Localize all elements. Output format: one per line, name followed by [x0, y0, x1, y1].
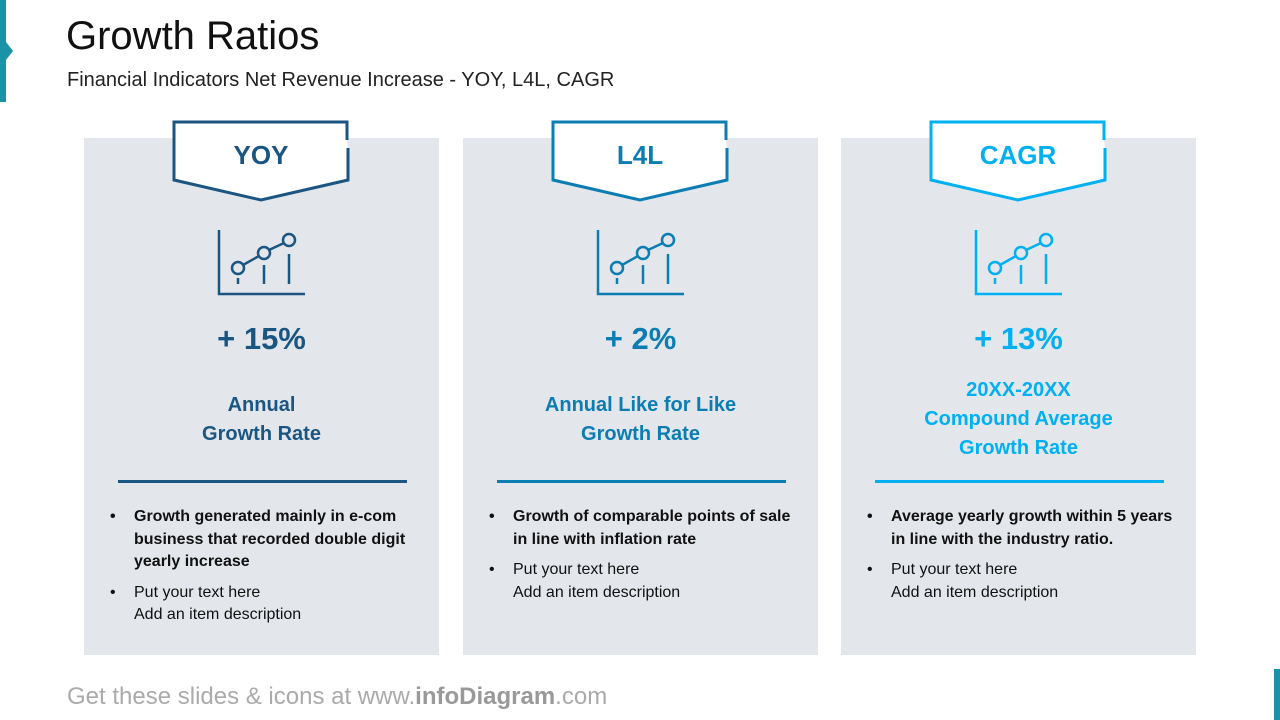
card-label-line: Growth Rate: [202, 423, 321, 445]
bullet-item: Average yearly growth within 5 years in …: [867, 506, 1181, 551]
card-tag: YOY: [172, 120, 350, 202]
bullet-item: Put your text here Add an item descriptio…: [489, 559, 803, 604]
footer-credit: Get these slides & icons at www.infoDiag…: [67, 683, 607, 711]
card-label-line: Compound Average: [924, 408, 1113, 430]
bullet-item: Growth generated mainly in e-com busines…: [110, 506, 424, 574]
card-yoy: YOY + 15% Annual Growth Rate Growth gener…: [84, 120, 439, 655]
card-tag: CAGR: [929, 120, 1107, 202]
card-tag-label: CAGR: [979, 140, 1057, 170]
bullet-item: Growth of comparable points of sale in l…: [489, 506, 803, 551]
tag-chevron-shape: [551, 120, 729, 202]
footer-suffix: .com: [555, 683, 608, 710]
card-label-line: Growth Rate: [581, 423, 700, 445]
card-label-line: Growth Rate: [959, 437, 1078, 459]
bullet-line: Add an item description: [134, 606, 302, 623]
card-value: + 13%: [974, 321, 1063, 356]
footer-brand: infoDiagram: [415, 683, 556, 710]
card-l4l: L4L + 2% Annual Like for Like Growth Rate…: [463, 120, 818, 655]
card-divider: [118, 480, 407, 483]
card-label: 20XX-20XX Compound Average Growth Rate: [841, 376, 1196, 463]
tag-chevron-shape: [172, 120, 350, 202]
card-bullets: Growth generated mainly in e-com busines…: [110, 506, 424, 635]
left-accent-bar: [0, 0, 13, 102]
bullet-item: Put your text here Add an item descriptio…: [867, 559, 1181, 604]
card-value: + 15%: [217, 321, 306, 356]
card-label: Annual Growth Rate: [84, 391, 439, 449]
card-bullets: Growth of comparable points of sale in l…: [489, 506, 803, 612]
growth-chart-icon: [596, 230, 684, 296]
card-tag: L4L: [551, 120, 729, 202]
bullet-line: Put your text here: [513, 561, 640, 578]
page-subtitle: Financial Indicators Net Revenue Increas…: [67, 69, 615, 91]
bullet-line: Add an item description: [513, 583, 681, 601]
bullet-line: Put your text here: [134, 583, 261, 601]
card-bullets: Average yearly growth within 5 years in …: [867, 506, 1181, 612]
card-tag-label: YOY: [233, 140, 289, 170]
card-label-line: Annual Like for Like: [544, 394, 737, 416]
bullet-line: Put your text here: [891, 561, 1018, 578]
card-divider: [875, 480, 1164, 483]
tag-chevron-shape: [929, 120, 1107, 202]
card-tag-label: L4L: [616, 140, 664, 170]
card-label-line: Annual: [227, 394, 296, 416]
growth-chart-icon: [217, 230, 305, 296]
growth-chart-icon: [974, 230, 1062, 296]
footer-prefix: Get these slides & icons at www.: [67, 683, 416, 710]
card-label: Annual Like for Like Growth Rate: [463, 391, 818, 449]
right-accent-bar: [1274, 669, 1280, 720]
bullet-line: Add an item description: [891, 583, 1059, 601]
card-value: + 2%: [604, 321, 677, 356]
card-cagr: CAGR + 13% 20XX-20XX Compound Average Grow…: [841, 120, 1196, 655]
card-divider: [497, 480, 786, 483]
bullet-item: Put your text here Add an item descriptio…: [110, 582, 424, 627]
page-title: Growth Ratios: [66, 14, 320, 58]
card-label-line: 20XX-20XX: [966, 379, 1071, 401]
